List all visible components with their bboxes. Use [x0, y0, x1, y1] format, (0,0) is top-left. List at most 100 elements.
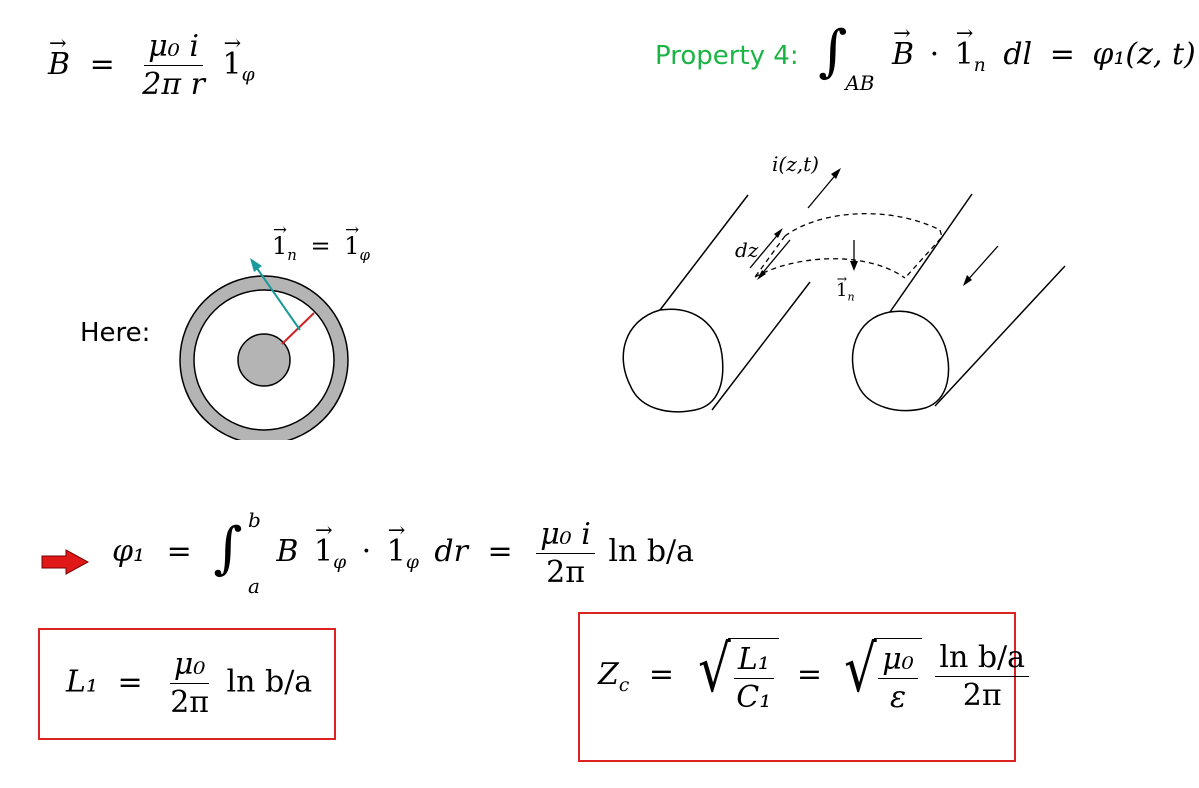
flux-symbol: φ₁	[112, 534, 146, 569]
fraction-numerator: μ₀	[169, 648, 210, 684]
radicand: L₁ C₁	[728, 638, 780, 715]
dz-label: dz	[735, 238, 759, 262]
unit-vector-subscript: φ	[405, 552, 419, 573]
square-root: √ L₁ C₁	[694, 638, 780, 714]
radical-sign: √	[843, 633, 877, 707]
dashed-contour-upper	[784, 213, 941, 237]
integral-subscript: AB	[845, 71, 875, 95]
right-wire-bottom-edge	[934, 265, 1066, 407]
log-term: ln b/a	[226, 664, 313, 700]
dl-term: dl	[1003, 37, 1033, 72]
impedance-subscript: c	[618, 675, 630, 696]
normal-vector-arrowhead	[250, 258, 262, 272]
right-wire-end	[851, 310, 950, 412]
dz-arrow-a	[749, 231, 781, 269]
fraction-denominator: 2π	[962, 677, 1002, 713]
two-wire-line-diagram	[622, 168, 1066, 413]
unit-vector: 1	[314, 518, 333, 569]
fraction-denominator: 2π r	[142, 67, 205, 102]
implies-arrow-icon	[41, 549, 90, 575]
fraction: μ₀ i 2π r	[138, 30, 209, 101]
equals-sign: =	[89, 46, 115, 82]
normal-vector-arrow	[253, 263, 301, 331]
integral-limits: b a	[248, 508, 261, 598]
fraction-numerator: L₁	[733, 643, 774, 679]
inner-conductor	[237, 333, 291, 387]
lower-limit: a	[248, 574, 260, 598]
inductance-symbol: L₁	[66, 664, 98, 700]
right-wire-top-edge	[889, 193, 973, 313]
b-symbol: B	[48, 31, 70, 82]
normal-subscript: n	[847, 290, 855, 304]
return-current-arrowhead	[963, 275, 972, 286]
equals-sign: =	[487, 534, 513, 569]
equation-b-field: B = μ₀ i 2π r 1φ	[48, 30, 255, 101]
normal-label: 1n	[836, 271, 855, 304]
dz-arrow-b	[759, 239, 791, 277]
equation-flux: φ₁ = ∫ b a B 1φ · 1φ dr = μ₀ i 2π ln b/a	[112, 508, 694, 598]
dr-term: dr	[434, 534, 468, 569]
square-root: √ μ₀ ε	[840, 638, 922, 714]
current-label: i(z,t)	[772, 152, 819, 176]
phi-unit-vector: 1	[344, 219, 359, 260]
dashed-contour-lower	[754, 258, 906, 279]
equals-sign: =	[310, 232, 331, 260]
dot-operator: ·	[361, 534, 372, 569]
equation-inductance: L₁ = μ₀ 2π ln b/a	[66, 648, 312, 719]
dot-operator: ·	[929, 37, 940, 72]
property-4-equation: Property 4: ∫AB B · 1n dl = φ₁(z, t)	[655, 21, 1196, 95]
equals-sign: =	[166, 534, 192, 569]
upper-limit: b	[248, 508, 261, 532]
coax-cross-section-diagram	[179, 258, 349, 440]
phi-subscript: φ	[359, 245, 370, 264]
impedance-result-box	[578, 612, 1016, 762]
normal-unit-vector: 1	[836, 271, 848, 301]
fraction: μ₀ ε	[878, 643, 918, 714]
return-current-arrow	[965, 245, 999, 283]
fraction: ln b/a 2π	[935, 641, 1030, 713]
integral-sign: ∫	[818, 19, 848, 84]
integral-sign: ∫	[213, 516, 243, 581]
unit-vector-label: 1n = 1φ	[272, 219, 370, 264]
unit-vector-subscript: n	[973, 55, 986, 76]
property-rhs: φ₁(z, t)	[1092, 37, 1196, 72]
equals-sign: =	[648, 657, 674, 692]
fraction-numerator: μ₀	[878, 643, 918, 679]
fraction-numerator: μ₀ i	[536, 518, 595, 554]
equals-sign: =	[796, 657, 822, 692]
here-label: Here:	[80, 318, 151, 348]
normal-unit-vector: 1	[272, 219, 287, 260]
equals-sign: =	[1049, 37, 1075, 72]
fraction-denominator: 2π	[546, 554, 585, 590]
left-wire-bottom-edge	[711, 281, 811, 411]
unit-vector: 1	[223, 31, 242, 82]
dashed-contour-right	[904, 229, 943, 279]
fraction-denominator: ε	[890, 680, 907, 715]
radicand: μ₀ ε	[874, 638, 922, 714]
equation-impedance: Zc = √ L₁ C₁ = √ μ₀ ε ln b/a 2π	[598, 638, 1033, 714]
b-symbol: B	[892, 21, 914, 72]
left-wire-top-edge	[659, 194, 749, 311]
left-wire-end	[622, 308, 724, 413]
radical-sign: √	[697, 633, 731, 707]
inductance-result-box	[38, 628, 336, 740]
fraction: μ₀ 2π	[166, 648, 213, 719]
fraction-denominator: C₁	[736, 680, 772, 715]
unit-vector: 1	[387, 518, 406, 569]
unit-vector-subscript: φ	[241, 64, 255, 86]
fraction-numerator: μ₀ i	[144, 30, 203, 66]
dz-arrowhead-b	[757, 270, 766, 280]
impedance-symbol: Z	[598, 657, 619, 692]
fraction: μ₀ i 2π	[536, 518, 595, 589]
equals-sign: =	[117, 664, 143, 700]
log-term: ln b/a	[608, 534, 695, 569]
fraction-denominator: 2π	[170, 685, 209, 720]
b-magnitude: B	[276, 534, 299, 569]
current-arrow	[807, 171, 839, 209]
dz-arrowhead-a	[774, 228, 783, 238]
unit-vector-subscript: φ	[333, 552, 347, 573]
unit-vector: 1	[955, 21, 974, 72]
property-label: Property 4:	[655, 41, 799, 71]
normal-arrowhead	[850, 261, 858, 271]
normal-subscript: n	[287, 245, 297, 264]
